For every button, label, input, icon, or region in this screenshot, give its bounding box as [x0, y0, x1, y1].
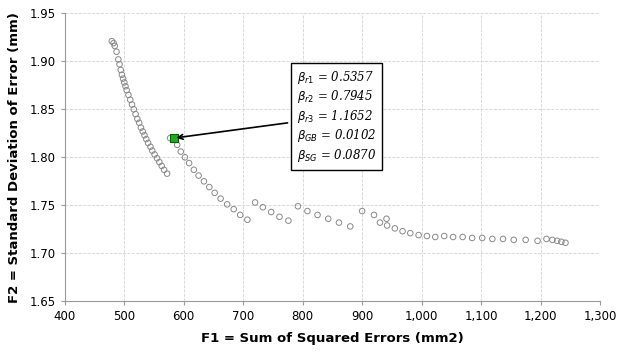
Point — [532, 238, 542, 244]
Point — [117, 72, 127, 78]
Point — [448, 234, 458, 240]
Point — [157, 163, 167, 169]
Point — [439, 233, 449, 239]
Point — [334, 220, 344, 226]
Point — [312, 212, 322, 218]
Point — [369, 212, 379, 218]
Point — [138, 128, 148, 134]
Point — [124, 92, 134, 98]
Point — [131, 111, 141, 117]
Point — [116, 67, 126, 73]
Point — [488, 236, 498, 242]
Point — [139, 132, 149, 138]
Point — [357, 208, 367, 214]
Point — [125, 97, 135, 103]
X-axis label: F1 = Sum of Squared Errors (mm2): F1 = Sum of Squared Errors (mm2) — [201, 332, 464, 345]
Point — [118, 76, 128, 82]
Y-axis label: F2 = Standard Deviation of Error (mm): F2 = Standard Deviation of Error (mm) — [8, 12, 21, 303]
Point — [143, 140, 153, 146]
Point — [274, 214, 284, 220]
Point — [216, 196, 226, 202]
Point — [235, 212, 245, 218]
Point — [283, 218, 293, 223]
Point — [561, 240, 571, 246]
Point — [162, 171, 172, 176]
Point — [159, 167, 169, 173]
Point — [302, 208, 312, 214]
Point — [382, 223, 392, 228]
Point — [114, 61, 124, 67]
Point — [381, 216, 391, 222]
Point — [552, 238, 562, 244]
Point — [405, 230, 415, 236]
Point — [146, 144, 156, 150]
Point — [109, 40, 119, 46]
Point — [149, 152, 159, 157]
Point — [222, 202, 232, 207]
Point — [422, 233, 432, 239]
Point — [556, 239, 566, 245]
Point — [541, 236, 551, 242]
Point — [548, 237, 558, 243]
Point — [152, 155, 162, 161]
Point — [229, 207, 239, 212]
Point — [119, 80, 129, 85]
Point — [148, 148, 158, 154]
Point — [113, 56, 123, 62]
Point — [199, 179, 209, 184]
Point — [141, 136, 151, 142]
Point — [111, 49, 121, 55]
Point — [169, 135, 179, 141]
Text: $\beta_{r1}$ = 0.5357
$\beta_{r2}$ = 0.7945
$\beta_{r3}$ = 1.1652
$\beta_{GB}$ =: $\beta_{r1}$ = 0.5357 $\beta_{r2}$ = 0.7… — [178, 69, 376, 163]
Point — [154, 159, 164, 165]
Point — [209, 190, 219, 196]
Point — [467, 235, 477, 241]
Point — [414, 232, 424, 238]
Point — [184, 160, 194, 166]
Point — [121, 83, 131, 89]
Point — [129, 107, 139, 112]
Point — [134, 120, 144, 126]
Point — [136, 125, 146, 130]
Point — [110, 43, 120, 49]
Point — [165, 135, 175, 141]
Point — [375, 220, 385, 226]
Point — [323, 216, 333, 222]
Point — [132, 116, 142, 122]
Point — [293, 203, 303, 209]
Point — [107, 38, 117, 44]
Point — [478, 235, 488, 241]
Point — [176, 149, 186, 154]
Point — [127, 102, 137, 107]
Point — [458, 234, 468, 240]
Point — [204, 184, 214, 190]
Point — [498, 236, 508, 242]
Point — [509, 237, 519, 243]
Point — [122, 87, 132, 93]
Point — [258, 204, 268, 210]
Point — [242, 217, 252, 222]
Point — [430, 234, 440, 240]
Point — [169, 135, 179, 141]
Point — [173, 142, 182, 148]
Point — [345, 223, 355, 229]
Point — [390, 226, 400, 231]
Point — [266, 209, 276, 215]
Point — [180, 155, 190, 160]
Point — [194, 173, 204, 178]
Point — [521, 237, 531, 243]
Point — [398, 228, 408, 234]
Point — [189, 167, 199, 173]
Point — [250, 199, 260, 205]
